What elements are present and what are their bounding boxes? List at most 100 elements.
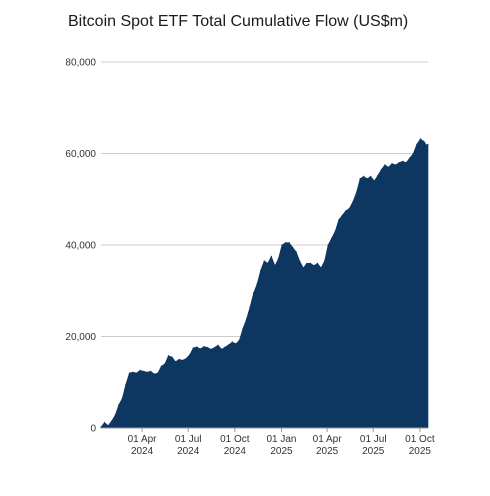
x-tick-year-label: 2024 — [177, 446, 200, 457]
data-point — [302, 267, 304, 269]
data-point — [135, 372, 138, 374]
data-point — [111, 420, 113, 422]
data-point — [299, 260, 301, 262]
x-tick-label: 01 Apr — [313, 434, 343, 445]
data-point — [128, 372, 130, 374]
data-point — [263, 260, 265, 262]
data-point — [292, 246, 294, 248]
x-tick-label: 01 Oct — [405, 434, 435, 445]
data-point — [150, 370, 152, 372]
data-point — [423, 141, 426, 143]
data-point — [231, 341, 233, 343]
x-tick-year-label: 2025 — [270, 446, 293, 457]
data-point — [107, 425, 109, 427]
data-point — [341, 214, 343, 216]
data-point — [146, 371, 148, 373]
y-tick-label: 40,000 — [65, 241, 96, 252]
data-point — [245, 318, 248, 320]
data-point — [153, 373, 155, 375]
data-point — [203, 346, 205, 348]
data-point — [270, 255, 272, 257]
data-point — [189, 354, 191, 356]
data-point — [398, 162, 400, 164]
data-point — [224, 346, 226, 348]
data-point — [373, 180, 375, 182]
data-point — [370, 175, 372, 177]
data-point — [366, 178, 368, 180]
x-tick-label: 01 Oct — [220, 434, 250, 445]
y-tick-label: 20,000 — [65, 332, 96, 343]
data-point — [384, 164, 386, 166]
data-point — [256, 283, 258, 285]
data-point — [217, 344, 219, 346]
data-point — [345, 210, 347, 212]
data-point — [143, 370, 145, 372]
x-tick-year-label: 2025 — [409, 446, 432, 457]
data-point — [327, 244, 329, 246]
data-point — [295, 251, 297, 253]
data-point — [253, 292, 255, 294]
data-point — [157, 372, 159, 374]
x-tick-label: 01 Jul — [175, 434, 202, 445]
data-point — [306, 262, 308, 264]
data-point — [402, 160, 404, 162]
data-point — [185, 357, 187, 360]
data-point — [260, 269, 262, 271]
data-point — [377, 174, 379, 177]
x-tick-year-label: 2025 — [316, 446, 339, 457]
y-tick-label: 60,000 — [65, 149, 96, 160]
data-point — [103, 421, 106, 424]
data-point — [363, 175, 365, 177]
x-tick-label: 01 Jan — [266, 434, 296, 445]
data-point — [249, 306, 251, 308]
data-point — [425, 144, 428, 146]
data-point — [288, 242, 290, 244]
data-point — [214, 346, 216, 349]
data-point — [206, 346, 209, 349]
data-point — [125, 383, 127, 386]
chart-title: Bitcoin Spot ETF Total Cumulative Flow (… — [68, 13, 409, 30]
y-tick-label: 80,000 — [65, 58, 96, 69]
data-point — [210, 348, 212, 350]
data-point — [139, 369, 141, 371]
data-point — [178, 358, 180, 360]
area-series — [100, 138, 429, 429]
data-point — [235, 343, 237, 345]
data-point — [242, 327, 244, 329]
data-point — [167, 355, 169, 357]
data-point — [391, 163, 393, 165]
data-point — [238, 339, 240, 341]
data-point — [395, 164, 397, 166]
data-point — [334, 230, 336, 232]
y-tick-label: 0 — [90, 424, 96, 435]
data-point — [416, 143, 418, 145]
data-point — [427, 143, 429, 145]
data-point — [284, 242, 287, 244]
data-point — [221, 348, 223, 350]
data-point — [160, 365, 162, 367]
data-point — [164, 363, 166, 365]
data-point — [192, 347, 194, 349]
data-point — [121, 397, 123, 399]
y-axis: 0 20,000 40,000 60,000 80,000 — [65, 58, 96, 435]
data-point — [348, 207, 350, 209]
data-point — [171, 356, 173, 358]
x-tick-year-label: 2025 — [362, 446, 385, 457]
data-point — [338, 219, 340, 221]
x-tick-label: 01 Jul — [360, 434, 387, 445]
data-point — [196, 346, 198, 348]
data-point — [199, 348, 201, 350]
data-point — [359, 178, 361, 180]
x-tick-year-label: 2024 — [131, 446, 154, 457]
x-tick-year-label: 2024 — [224, 446, 247, 457]
data-point — [228, 344, 230, 346]
data-point — [422, 140, 424, 142]
data-point — [100, 426, 102, 428]
data-point — [412, 152, 414, 155]
data-point — [277, 258, 279, 260]
data-point — [355, 191, 358, 193]
data-point — [281, 244, 283, 246]
data-point — [380, 168, 382, 171]
data-point — [132, 371, 134, 373]
